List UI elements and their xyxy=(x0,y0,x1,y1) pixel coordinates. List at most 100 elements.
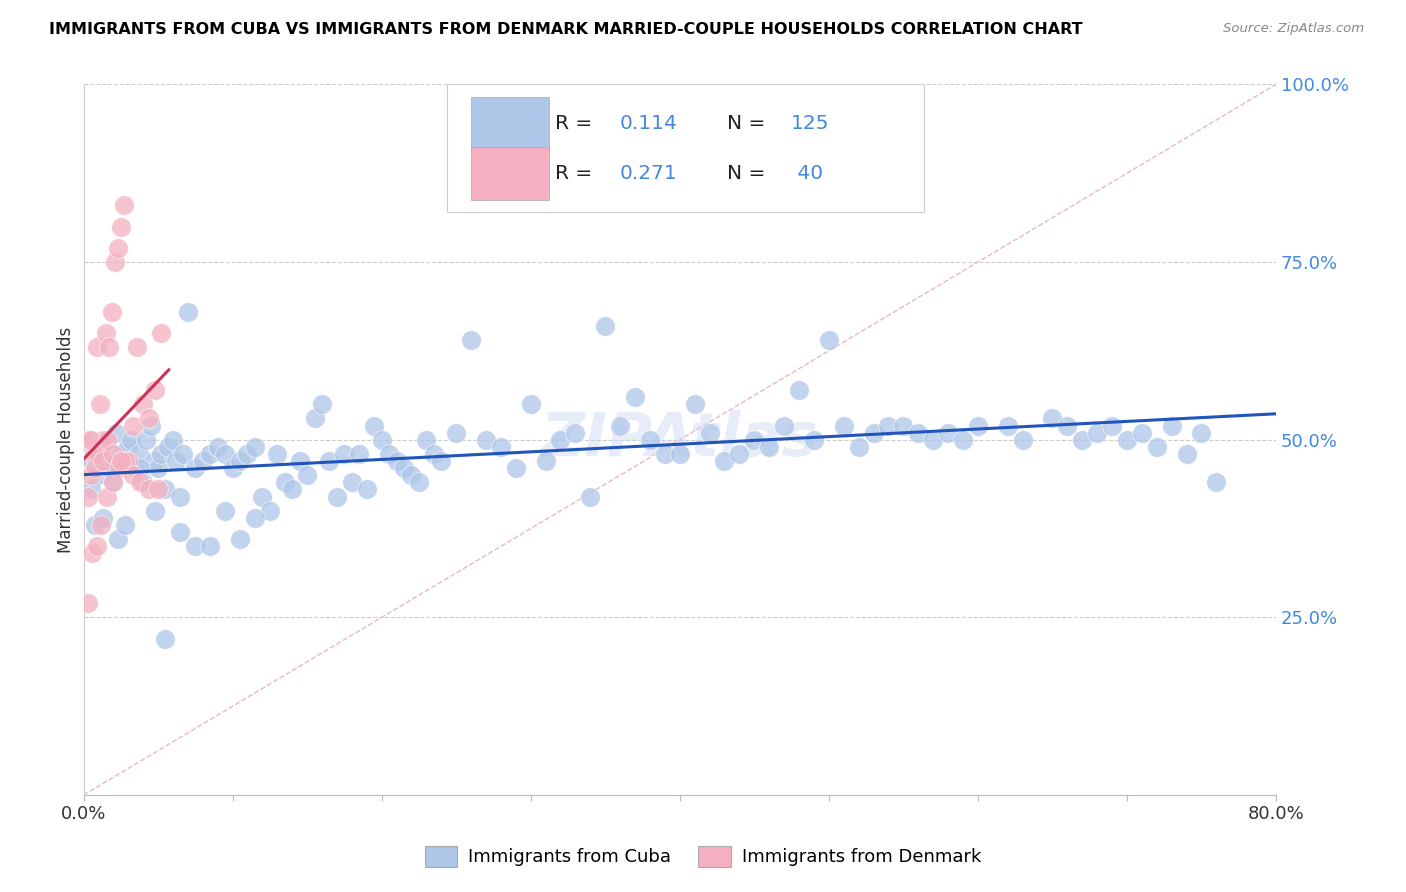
Point xyxy=(86,539,108,553)
Point xyxy=(91,511,114,525)
Point xyxy=(787,383,810,397)
Point xyxy=(430,454,453,468)
Point xyxy=(112,198,135,212)
Point xyxy=(252,490,274,504)
Point xyxy=(110,219,132,234)
Point xyxy=(105,425,128,440)
Point xyxy=(80,433,103,447)
Point xyxy=(742,433,765,447)
Point xyxy=(378,447,401,461)
Text: Source: ZipAtlas.com: Source: ZipAtlas.com xyxy=(1223,22,1364,36)
Point xyxy=(505,461,527,475)
Point xyxy=(172,447,194,461)
Point xyxy=(103,475,125,490)
Point xyxy=(593,319,616,334)
Point xyxy=(1056,418,1078,433)
Point xyxy=(143,504,166,518)
Point xyxy=(184,539,207,553)
Point xyxy=(877,418,900,433)
Text: 125: 125 xyxy=(790,114,830,133)
Point xyxy=(1101,418,1123,433)
Point xyxy=(120,433,142,447)
Text: R =: R = xyxy=(554,164,598,183)
Point xyxy=(150,326,173,340)
FancyBboxPatch shape xyxy=(471,97,548,150)
Point xyxy=(96,490,118,504)
Point xyxy=(97,461,120,475)
Point xyxy=(82,546,104,560)
Point xyxy=(1071,433,1094,447)
Point xyxy=(773,418,796,433)
Point xyxy=(128,447,150,461)
Point xyxy=(108,461,131,475)
Point xyxy=(713,454,735,468)
Legend: Immigrants from Cuba, Immigrants from Denmark: Immigrants from Cuba, Immigrants from De… xyxy=(418,838,988,874)
Point xyxy=(229,454,252,468)
Point xyxy=(80,483,103,497)
Point xyxy=(98,461,121,475)
Point xyxy=(77,596,100,610)
Point xyxy=(200,447,222,461)
Point xyxy=(117,454,139,468)
Point xyxy=(114,518,136,533)
Point xyxy=(907,425,929,440)
Point xyxy=(408,475,430,490)
Point xyxy=(243,440,266,454)
Text: ZIPAtlas: ZIPAtlas xyxy=(541,410,818,469)
Point xyxy=(1130,425,1153,440)
Point xyxy=(1205,475,1227,490)
Point xyxy=(91,433,114,447)
Point xyxy=(340,475,363,490)
Point xyxy=(274,475,297,490)
Point xyxy=(1146,440,1168,454)
Point xyxy=(177,305,200,319)
Point xyxy=(564,425,586,440)
Point xyxy=(550,433,572,447)
Point xyxy=(259,504,281,518)
Point xyxy=(86,340,108,354)
FancyBboxPatch shape xyxy=(447,85,924,212)
Point xyxy=(832,418,855,433)
Point xyxy=(281,483,304,497)
Point xyxy=(803,433,825,447)
Point xyxy=(114,454,136,468)
Text: N =: N = xyxy=(727,164,772,183)
Point xyxy=(862,425,884,440)
Point xyxy=(460,333,482,347)
Point xyxy=(96,433,118,447)
Point xyxy=(758,440,780,454)
Point xyxy=(129,461,152,475)
Point xyxy=(475,433,498,447)
Point xyxy=(146,483,169,497)
Point xyxy=(214,447,236,461)
Point xyxy=(200,539,222,553)
Point xyxy=(138,411,160,425)
Point xyxy=(356,483,378,497)
Point xyxy=(401,468,423,483)
Point xyxy=(326,490,349,504)
Point xyxy=(87,468,110,483)
Point xyxy=(579,490,602,504)
Point xyxy=(77,490,100,504)
Point xyxy=(1160,418,1182,433)
Text: IMMIGRANTS FROM CUBA VS IMMIGRANTS FROM DENMARK MARRIED-COUPLE HOUSEHOLDS CORREL: IMMIGRANTS FROM CUBA VS IMMIGRANTS FROM … xyxy=(49,22,1083,37)
Point xyxy=(138,483,160,497)
Point xyxy=(817,333,839,347)
Point xyxy=(848,440,870,454)
Point xyxy=(104,255,127,269)
Point xyxy=(221,461,243,475)
Text: 0.114: 0.114 xyxy=(620,114,678,133)
Point xyxy=(91,454,114,468)
Point xyxy=(132,475,155,490)
Point xyxy=(103,475,125,490)
Point xyxy=(266,447,288,461)
Point xyxy=(97,340,120,354)
Point xyxy=(90,447,112,461)
Point xyxy=(489,440,512,454)
Point xyxy=(80,468,103,483)
Point xyxy=(155,632,177,646)
Point xyxy=(139,418,162,433)
Point xyxy=(1011,433,1033,447)
Point xyxy=(129,475,152,490)
Point xyxy=(77,433,100,447)
